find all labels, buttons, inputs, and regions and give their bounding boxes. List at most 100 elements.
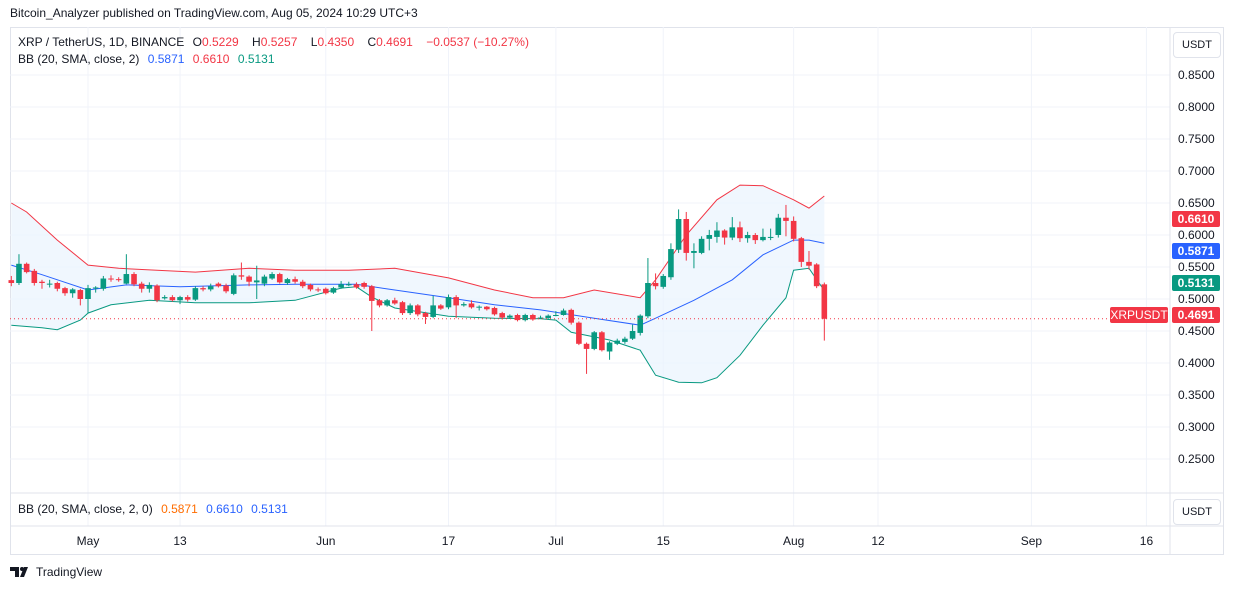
candle (744, 231, 751, 243)
candle (177, 295, 183, 305)
candle (821, 282, 828, 341)
candle (62, 286, 68, 296)
candle (637, 314, 644, 336)
candle-body (629, 331, 636, 339)
candle-body (131, 274, 137, 285)
candle-body (806, 261, 812, 266)
candle-body (307, 284, 314, 290)
candle-body (315, 289, 321, 291)
candle (683, 211, 690, 261)
candle (46, 279, 53, 288)
close-value: 0.4691 (376, 35, 413, 49)
candle (430, 295, 436, 319)
pane-currency-button[interactable]: USDT (1173, 499, 1221, 525)
time-tick: 12 (871, 534, 885, 548)
candle-body (484, 306, 490, 310)
candle (207, 283, 214, 292)
candle (8, 275, 15, 287)
candle-body (453, 297, 459, 306)
candle (668, 243, 674, 280)
candle-body (530, 315, 536, 320)
candle-body (238, 275, 245, 277)
candle (131, 272, 137, 287)
candle (138, 281, 145, 293)
tradingview-logo[interactable]: TradingView (10, 565, 102, 579)
bb-lower-badge: 0.5131 (1172, 275, 1220, 291)
time-tick: 15 (656, 534, 670, 548)
candle-body (606, 342, 613, 352)
candle-body (276, 274, 283, 283)
candle-body (445, 297, 452, 308)
candle-body (430, 305, 436, 317)
candle-body (246, 276, 252, 282)
candle (660, 274, 667, 289)
open-value: 0.5229 (201, 35, 239, 49)
bb-label[interactable]: BB (20, SMA, close, 2) (18, 52, 140, 66)
candle (790, 216, 797, 242)
candle (39, 279, 45, 289)
candle (514, 313, 521, 322)
bb-pane-legend: BB (20, SMA, close, 2, 0) 0.5871 0.6610 … (18, 502, 293, 516)
candle-body (292, 279, 298, 282)
candle (629, 324, 636, 340)
currency-button[interactable]: USDT (1173, 32, 1221, 58)
bb-pane-basis: 0.5871 (161, 502, 198, 516)
candle-body (760, 236, 766, 241)
symbol-legend: XRP / TetherUS, 1D, BINANCE O0.5229 H0.5… (18, 35, 529, 49)
candle (783, 204, 789, 237)
tradingview-logo-icon (10, 567, 28, 577)
candle-body (522, 315, 528, 321)
candle-body (207, 286, 214, 290)
candle-body (438, 305, 444, 309)
candle (261, 274, 268, 287)
candle-body (322, 288, 329, 294)
time-tick: Jul (548, 534, 564, 548)
candle-body (813, 264, 820, 287)
price-tick: 0.2500 (1178, 452, 1215, 466)
candle-body (576, 322, 582, 344)
candle-body (184, 297, 191, 300)
candle-body (729, 227, 736, 238)
candle (675, 209, 682, 253)
candle-body (752, 235, 759, 241)
bb-legend: BB (20, SMA, close, 2) 0.5871 0.6610 0.5… (18, 52, 280, 66)
price-tick: 0.3000 (1178, 420, 1215, 434)
candle-body (591, 332, 598, 349)
candle (108, 275, 114, 282)
price-tick: 0.7000 (1178, 164, 1215, 178)
candle (376, 299, 383, 308)
bb-upper-value: 0.6610 (192, 52, 230, 66)
candle (184, 295, 191, 302)
candle (338, 281, 344, 289)
candle (545, 314, 551, 319)
candle (368, 284, 375, 331)
candle (599, 331, 605, 352)
candle-body (138, 283, 145, 289)
candle-body (660, 275, 667, 287)
candle (775, 213, 782, 238)
candle (591, 331, 598, 351)
candle (115, 277, 122, 282)
candle-body (284, 279, 291, 283)
candle (353, 282, 360, 289)
candle (123, 254, 130, 285)
candle-body (783, 217, 789, 221)
price-tick: 0.4500 (1178, 324, 1215, 338)
candle (714, 222, 720, 243)
candle-body (614, 340, 621, 344)
symbol-name[interactable]: XRP / TetherUS, 1D, BINANCE (18, 35, 185, 49)
candle (798, 236, 805, 267)
candle-body (675, 219, 682, 250)
candle-body (269, 274, 275, 279)
candle (813, 263, 820, 289)
bb-pane-label[interactable]: BB (20, SMA, close, 2, 0) (18, 502, 153, 516)
candle (269, 272, 275, 280)
candle-body (568, 309, 575, 323)
candle-body (77, 290, 84, 299)
candle-body (177, 297, 183, 301)
candle (238, 262, 245, 280)
time-tick: Aug (782, 534, 805, 548)
candle-body (637, 315, 644, 333)
candle (499, 311, 505, 320)
